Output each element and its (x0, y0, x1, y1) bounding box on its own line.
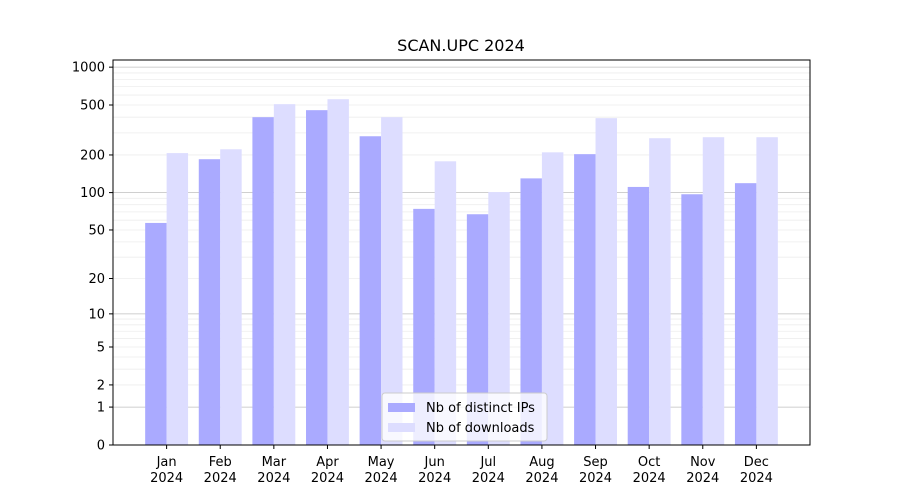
legend-box (381, 392, 548, 442)
x-tick-label: Aug 2024 (525, 455, 558, 486)
legend-swatch (388, 423, 415, 432)
bar (145, 222, 167, 445)
legend-label: Nb of distinct IPs (426, 401, 535, 416)
bar (198, 159, 221, 445)
bar (359, 136, 382, 445)
legend-label: Nb of downloads (426, 421, 535, 436)
chart-title: SCAN.UPC 2024 (397, 36, 525, 55)
legend: Nb of distinct IPs Nb of downloads (381, 392, 548, 442)
y-tick-label: 500 (80, 99, 105, 114)
x-tick-label: Feb 2024 (204, 455, 237, 486)
y-tick-label: 20 (88, 272, 105, 287)
x-tick-label: Oct 2024 (633, 455, 666, 486)
x-tick-label: Apr 2024 (311, 455, 344, 486)
bar (702, 137, 725, 446)
y-tick-label: 100 (80, 186, 105, 201)
bar (381, 117, 403, 445)
bar (166, 153, 189, 446)
bar (306, 110, 328, 445)
bar (520, 178, 542, 445)
y-tick-label: 0 (97, 439, 105, 454)
legend-swatch (388, 403, 415, 412)
y-tick-label: 5 (97, 341, 105, 356)
x-tick-label: May 2024 (365, 455, 398, 486)
x-tick-label: Mar 2024 (257, 455, 290, 486)
bar (681, 194, 703, 445)
bar (734, 183, 757, 445)
y-tick-label: 1000 (72, 61, 105, 76)
bar (327, 99, 349, 446)
bar (574, 154, 596, 445)
bar (756, 137, 778, 446)
bar (649, 138, 671, 445)
bar (488, 192, 510, 445)
bar (595, 118, 617, 446)
bar (541, 152, 564, 445)
bar (252, 117, 274, 445)
y-tick-label: 200 (80, 148, 105, 163)
x-tick-label: Jul 2024 (472, 455, 505, 486)
x-tick-label: Dec 2024 (740, 455, 773, 486)
bar (434, 161, 457, 445)
bar (413, 208, 435, 445)
y-tick-label: 1 (97, 401, 105, 416)
y-tick-label: 50 (88, 223, 105, 238)
y-tick-label: 2 (97, 378, 105, 393)
x-tick-label: Sep 2024 (579, 455, 612, 486)
bar (466, 214, 489, 445)
x-tick-label: Jun 2024 (418, 455, 451, 486)
bar (627, 186, 650, 445)
x-tick-label: Nov 2024 (686, 455, 719, 486)
bar (273, 104, 296, 446)
x-tick-label: Jan 2024 (150, 455, 183, 486)
y-tick-label: 10 (88, 307, 105, 322)
axes-frame (112, 59, 811, 446)
bar (220, 149, 242, 446)
